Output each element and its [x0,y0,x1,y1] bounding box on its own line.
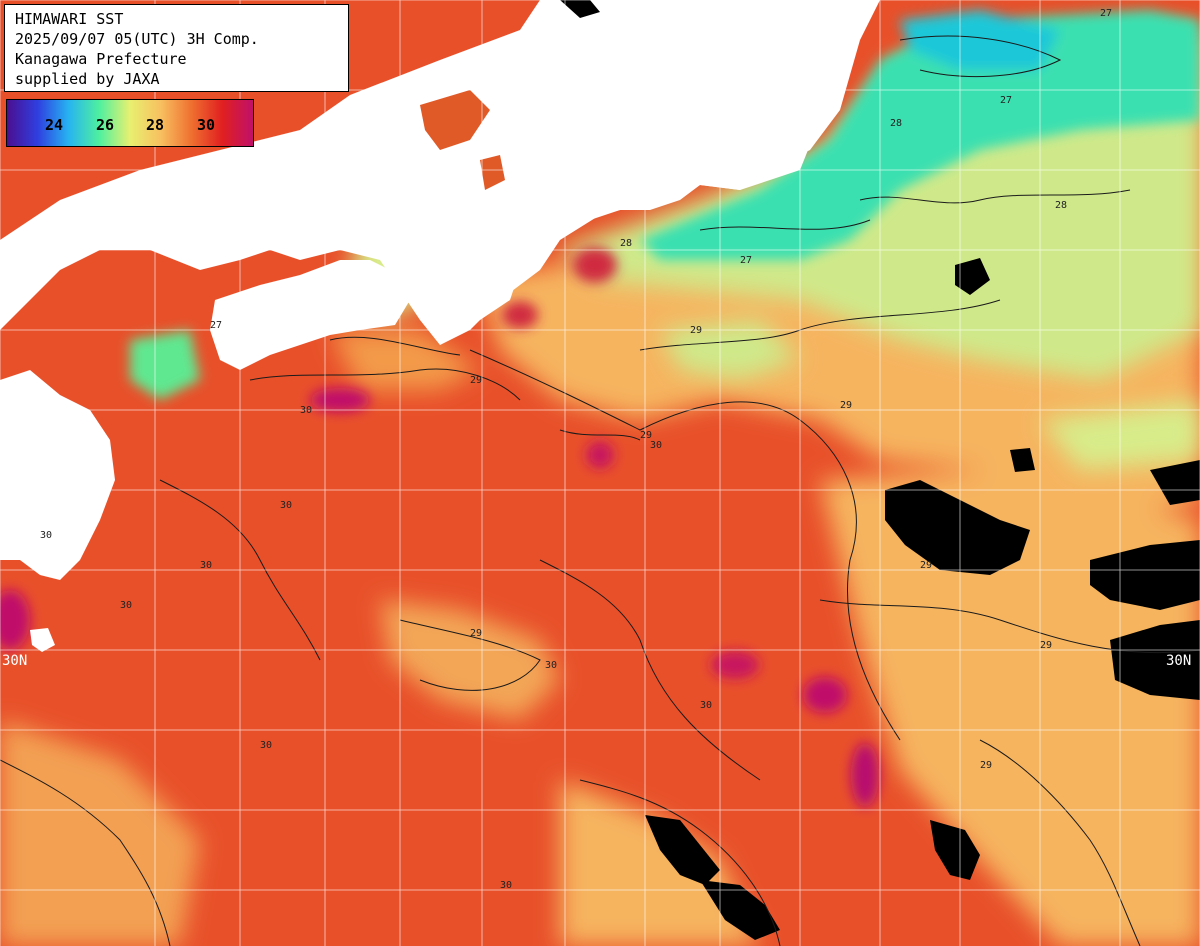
contour-value-label: 29 [640,430,653,441]
contour-value-label: 30 [700,700,713,711]
contour-value-label: 30 [260,740,273,751]
contour-value-label: 29 [1040,640,1053,651]
contour-value-label: 30 [500,880,513,891]
contour-value-label: 29 [690,325,703,336]
island-tanegashima [30,628,55,652]
contour-value-label: 30 [650,440,663,451]
lat-label-right: 30N [1166,653,1192,669]
map-credit: supplied by JAXA [15,70,160,88]
contour-value-label: 30 [40,530,53,541]
map-datetime: 2025/09/07 05(UTC) 3H Comp. [15,30,259,48]
contour-value-label: 29 [470,628,483,639]
cold-water-zones [130,10,1200,400]
contour-value-label: 29 [920,560,933,571]
map-title: HIMAWARI SST [15,10,124,28]
shikoku [210,260,410,370]
temperature-colorbar: 24 26 28 30 [6,99,254,147]
contour-value-label: 28 [620,238,633,249]
contour-value-label: 27 [740,255,753,266]
contour-value-label: 29 [840,400,853,411]
colorbar-tick-26: 26 [96,116,115,134]
contour-value-label: 28 [1055,200,1068,211]
kii-peninsula [420,225,520,330]
contour-value-label: 29 [470,375,483,386]
contour-value-label: 27 [1000,95,1013,106]
kyushu [0,370,115,580]
colorbar-tick-28: 28 [146,116,165,134]
lat-label-left: 30N [2,653,28,669]
contour-value-label: 27 [210,320,223,331]
colorbar-tick-30: 30 [197,116,216,134]
contour-value-label: 30 [120,600,133,611]
contour-value-label: 29 [980,760,993,771]
kanagawa-coast [420,90,490,150]
contour-value-label: 30 [545,660,558,671]
noto-strip [480,155,505,190]
contour-value-label: 27 [1100,8,1113,19]
map-region: Kanagawa Prefecture [15,50,187,68]
contour-value-label: 30 [280,500,293,511]
contour-value-label: 30 [300,405,313,416]
contour-value-label: 30 [200,560,213,571]
contour-value-label: 28 [890,118,903,129]
info-box: HIMAWARI SST 2025/09/07 05(UTC) 3H Comp.… [4,4,349,92]
colorbar-tick-24: 24 [45,116,64,134]
